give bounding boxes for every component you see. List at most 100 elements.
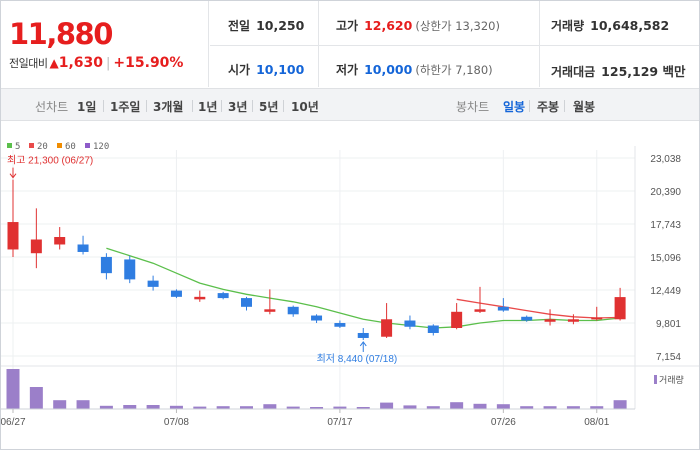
high-price: 고가 12,620 (상한가 13,320) (336, 17, 500, 34)
candle-up (544, 319, 556, 322)
legend-swatch-20 (29, 143, 34, 148)
volume-bar (146, 405, 160, 409)
tab-weekly[interactable]: 주봉 (537, 100, 560, 114)
candle-down (311, 315, 323, 321)
quote-summary: 11,880 전일대비 ▲1,630 | +15.90% 전일 10,250 고가 12,… (1, 1, 699, 87)
legend-label-20: 20 (37, 142, 48, 152)
tab-1d[interactable]: 1일 (77, 100, 97, 114)
volume-bar (590, 406, 604, 409)
row-divider (210, 45, 699, 46)
x-tick-label: 07/26 (491, 417, 516, 428)
y-tick-label: 15,096 (650, 253, 681, 264)
x-tick-label: 07/08 (164, 417, 189, 428)
trade-amount: 거래대금 125,129 백만 (551, 61, 685, 80)
volume-bar (543, 406, 557, 409)
open-label: 시가 (228, 63, 251, 77)
low-value: 10,000 (364, 62, 413, 77)
candle-up (381, 319, 393, 337)
tab-1w[interactable]: 1주일 (110, 100, 141, 114)
candle-down (217, 293, 229, 299)
candle-up (614, 297, 626, 320)
low-label: 저가 (336, 63, 359, 77)
ma5-line (106, 247, 621, 329)
quote-grid: 전일 10,250 고가 12,620 (상한가 13,320) 거래량 10,648,… (210, 1, 699, 87)
tab-3y[interactable]: 3년 (228, 100, 248, 114)
y-tick-label: 20,390 (650, 187, 681, 198)
legend-label-5: 5 (15, 142, 20, 152)
candlestick-chart[interactable]: 5 20 60 120 23,038 20,390 17,743 15,096 12,449 9,… (1, 122, 699, 450)
candle-down (124, 259, 136, 280)
prev-close-value: 10,250 (256, 18, 305, 33)
volume-bar (496, 404, 510, 409)
tab-3m[interactable]: 3개월 (153, 100, 184, 114)
low-arrowhead-icon (359, 341, 367, 347)
col-divider (318, 1, 319, 87)
price-box: 11,880 전일대비 ▲1,630 | +15.90% (1, 1, 209, 87)
candle-down (147, 280, 159, 287)
x-tick-label: 07/17 (327, 417, 352, 428)
line-chart-title: 선차트 (35, 100, 69, 114)
candle-down (287, 306, 299, 315)
volume-bar (29, 387, 43, 409)
tab-divider (564, 100, 565, 112)
volume-bar (240, 406, 253, 409)
change-divider: | (106, 56, 111, 71)
tab-divider (221, 100, 222, 112)
candle-down (241, 298, 252, 307)
volume: 거래량 10,648,582 (551, 17, 669, 34)
open-price: 시가 10,100 (228, 61, 304, 78)
y-tick-label: 17,743 (650, 220, 681, 231)
volume-bar (450, 402, 464, 409)
candle-up (591, 317, 603, 320)
tab-divider (529, 100, 530, 112)
col-divider (539, 1, 540, 87)
volume-bar (403, 405, 417, 409)
period-tab-bar: 선차트 1일 1주일 3개월 1년 3년 5년 10년 봉차트 일봉 주봉 월봉 (1, 88, 699, 121)
volume-bar (356, 407, 370, 409)
candle-down (404, 320, 416, 327)
volume-bar (333, 406, 347, 409)
volume-bar (286, 406, 300, 409)
volume-bar (193, 406, 207, 409)
volume-bar (380, 402, 394, 409)
volume-bar (6, 369, 20, 409)
volume-bar (613, 400, 627, 409)
tab-divider (283, 100, 284, 112)
legend-label-120: 120 (93, 142, 109, 152)
low-price: 저가 10,000 (하한가 7,180) (336, 61, 493, 78)
y-tick-label: 12,449 (650, 286, 681, 297)
volume-bar (216, 406, 230, 409)
candle-down (77, 244, 89, 252)
volume-bar (99, 405, 113, 409)
amount-value: 125,129 백만 (601, 64, 686, 79)
high-label: 고가 (336, 19, 359, 33)
candle-down (497, 306, 509, 311)
volume-bar (310, 407, 324, 409)
tab-daily[interactable]: 일봉 (503, 100, 526, 114)
change-label: 전일대비 (9, 57, 48, 70)
legend-swatch-60 (57, 143, 62, 148)
legend-swatch-120 (85, 143, 90, 148)
volume-legend-label: 거래량 (659, 374, 684, 385)
volume-bar (53, 400, 67, 409)
ma20-line (456, 298, 621, 319)
tab-divider (252, 100, 253, 112)
candle-down (170, 290, 182, 297)
change-row: 전일대비 ▲1,630 | +15.90% (9, 55, 183, 71)
tab-10y[interactable]: 10년 (291, 100, 319, 114)
volume-bar (169, 405, 183, 409)
x-tick-label: 08/01 (584, 417, 609, 428)
low-annotation: 최저 8,440 (07/18) (317, 353, 398, 365)
high-annotation: 최고 21,300 (06/27) (7, 155, 93, 167)
tab-1y[interactable]: 1년 (198, 100, 218, 114)
tab-5y[interactable]: 5년 (259, 100, 279, 114)
candle-up (54, 237, 66, 245)
y-tick-label: 23,038 (650, 154, 681, 165)
tab-divider (146, 100, 147, 112)
volume-label: 거래량 (551, 19, 585, 33)
upper-limit: (상한가 13,320) (415, 19, 500, 33)
volume-bar (76, 400, 90, 409)
tab-divider (103, 100, 104, 112)
tab-monthly[interactable]: 월봉 (573, 100, 596, 114)
